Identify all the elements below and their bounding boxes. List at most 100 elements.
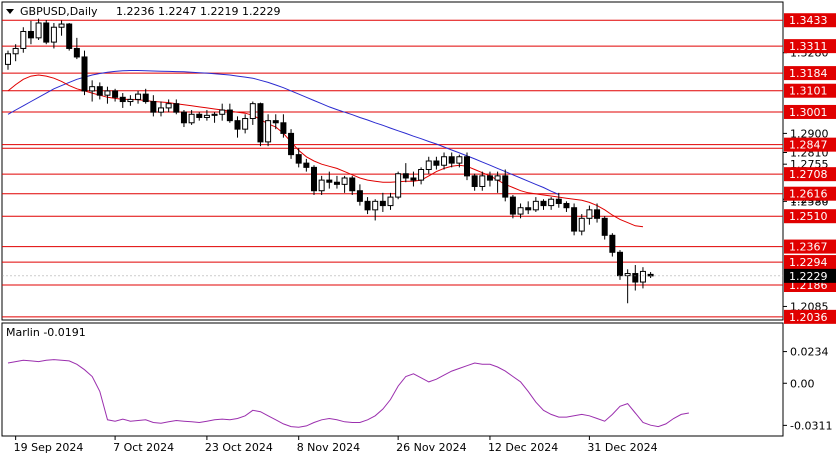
candle <box>135 90 142 104</box>
date-label: 31 Dec 2024 <box>587 441 657 454</box>
candle-body <box>387 196 394 207</box>
candle <box>563 201 570 212</box>
candle <box>571 203 578 236</box>
candle-body <box>578 217 585 232</box>
osc-tick-label: -0.0311 <box>790 419 832 432</box>
candle-body <box>448 156 455 164</box>
candle <box>27 20 34 45</box>
candle-body <box>35 22 42 39</box>
candle-body <box>81 56 88 92</box>
level-label: 1.3101 <box>789 85 828 98</box>
current-price-label: 1.2229 <box>789 270 828 283</box>
candle-body <box>425 160 432 170</box>
candle-body <box>471 175 478 187</box>
oscillator-levels: 0.0234 0.00 -0.0311 <box>783 346 832 432</box>
candle <box>341 175 348 193</box>
candle <box>119 93 126 108</box>
candle <box>395 171 402 200</box>
candle-body <box>517 207 524 215</box>
candle-body <box>165 103 172 109</box>
candle-body <box>571 207 578 232</box>
indicator-title: Marlin -0.0191 <box>6 326 86 339</box>
candle <box>425 156 432 174</box>
candle <box>89 80 96 102</box>
level-label: 1.2510 <box>789 210 828 223</box>
candle <box>318 175 325 195</box>
candle <box>594 203 601 223</box>
candle-body <box>410 177 417 181</box>
candle-body <box>234 120 241 130</box>
date-label: 19 Sep 2024 <box>14 441 84 454</box>
candle-body <box>127 98 134 103</box>
fast-ma-line <box>7 74 644 228</box>
level-label-bg <box>784 309 836 324</box>
candle-body <box>418 168 425 181</box>
level-label-bg <box>784 167 836 182</box>
candle <box>20 27 27 53</box>
candle-body <box>456 156 463 164</box>
candle-body <box>356 190 363 202</box>
candle-body <box>502 175 509 198</box>
level-label-bg <box>784 104 836 119</box>
candle <box>203 110 210 121</box>
level-label-bg <box>784 239 836 254</box>
candle-body <box>96 86 103 96</box>
candle-body <box>494 175 501 181</box>
candle <box>402 163 409 183</box>
candle <box>517 203 524 219</box>
candle-body <box>379 200 386 207</box>
ohlc-values: 1.2236 1.2247 1.2219 1.2229 <box>116 5 280 18</box>
indicator-panel <box>1 322 784 437</box>
candle <box>479 171 486 191</box>
candle-body <box>402 173 409 179</box>
date-label: 23 Oct 2024 <box>205 441 273 454</box>
candle-body <box>288 132 295 156</box>
date-axis: 19 Sep 2024 7 Oct 2024 23 Oct 2024 8 Nov 20… <box>14 436 658 454</box>
level-label: 1.2367 <box>789 241 828 254</box>
candle-body <box>303 162 310 168</box>
candle <box>555 192 562 208</box>
candle <box>81 50 88 96</box>
candle-body <box>349 177 356 192</box>
candle <box>311 165 317 195</box>
candle <box>387 192 394 210</box>
level-label-bg <box>784 137 836 152</box>
candle <box>333 175 340 189</box>
fast-moving-average <box>7 74 644 228</box>
candle <box>464 152 470 181</box>
candle <box>188 110 195 125</box>
level-label-bg <box>784 66 836 81</box>
candle-body <box>372 200 379 211</box>
candle-body <box>257 103 264 143</box>
collapse-triangle-icon[interactable] <box>6 9 14 14</box>
candle <box>303 158 310 172</box>
candle-body <box>341 177 348 185</box>
candle-body <box>639 270 646 283</box>
candle <box>372 199 379 221</box>
candle <box>356 184 363 206</box>
candle <box>234 116 241 138</box>
oscillator-line <box>7 359 689 428</box>
candle <box>540 199 547 210</box>
candlesticks <box>5 18 654 304</box>
candle <box>364 197 371 215</box>
candle-body <box>211 113 218 116</box>
level-label: 1.2847 <box>789 139 828 152</box>
candle-body <box>311 166 317 192</box>
candle-body <box>158 107 164 113</box>
current-price-bg <box>784 268 836 283</box>
candle <box>196 112 203 121</box>
candle-body <box>89 86 96 92</box>
level-labels: 1.3433 1.3311 1.3184 1.3101 1.3001 1.2847 1.27… <box>2 13 836 324</box>
candle <box>142 88 149 104</box>
level-label: 1.3433 <box>789 14 828 27</box>
level-label: 1.2616 <box>789 188 828 201</box>
candle-body <box>364 200 371 211</box>
candle-body <box>601 217 608 236</box>
candle-body <box>112 90 119 98</box>
candle-body <box>5 53 11 65</box>
candle-body <box>73 47 80 58</box>
candle-body <box>142 93 149 103</box>
candle <box>226 103 233 123</box>
